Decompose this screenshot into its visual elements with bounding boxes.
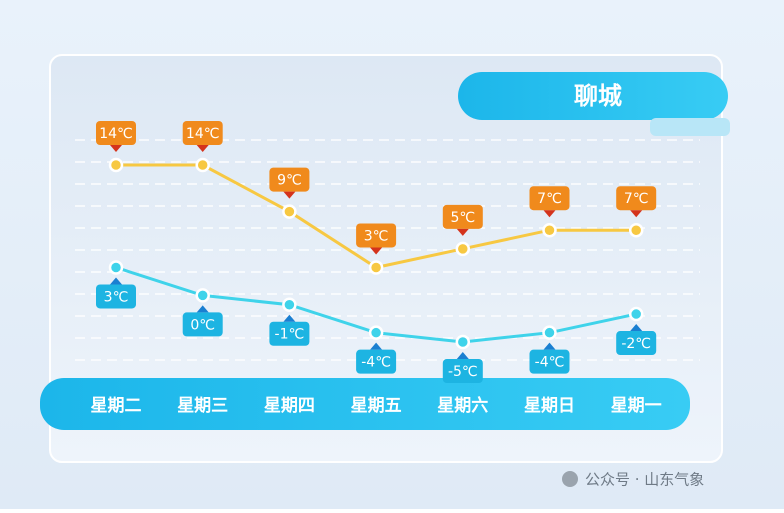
- value-label: -1℃: [275, 327, 305, 343]
- value-label: 0℃: [190, 317, 215, 333]
- x-tick-label: 星期四: [264, 396, 315, 416]
- point: [455, 241, 471, 257]
- value-label: -4℃: [535, 355, 565, 371]
- point: [108, 157, 124, 173]
- point: [195, 157, 210, 173]
- label-pointer: [543, 210, 556, 218]
- value-label: 14℃: [99, 126, 133, 142]
- plot: 星期二 星期三 星期四 星期五 星期六 星期日 星期一 14℃ 14℃ 9℃ 3℃ 5℃ 7℃ 7℃ 3℃ 0…: [91, 121, 662, 416]
- x-tick-label: 星期五: [351, 396, 402, 416]
- x-tick-label: 星期一: [611, 396, 662, 416]
- point: [195, 288, 210, 303]
- label-box: [182, 121, 223, 145]
- day-bar: [40, 378, 690, 430]
- point: [455, 334, 471, 350]
- label-pointer: [110, 145, 122, 152]
- label-pointer: [456, 352, 469, 359]
- label-pointer: [630, 210, 643, 218]
- point: [282, 297, 297, 312]
- point: [628, 222, 644, 238]
- title-shadow: [650, 118, 730, 136]
- value-label: 7℃: [537, 191, 562, 207]
- label-box: [96, 121, 136, 145]
- value-label: 3℃: [364, 228, 389, 244]
- label-pointer: [110, 277, 122, 285]
- label-pointer: [543, 342, 556, 350]
- label-box: [442, 359, 483, 383]
- value-label: 5℃: [450, 210, 475, 226]
- point: [542, 325, 557, 340]
- watermark-icon: [562, 471, 578, 487]
- value-label: 3℃: [104, 289, 129, 305]
- label-box: [529, 186, 570, 211]
- x-tick-label: 星期三: [177, 396, 228, 416]
- point: [108, 260, 124, 275]
- value-label: 14℃: [186, 126, 220, 142]
- label-box: [356, 349, 397, 374]
- label-box: [269, 321, 310, 346]
- label-box: [442, 204, 483, 229]
- point: [628, 306, 644, 322]
- label-box: [96, 284, 136, 309]
- label-box: [269, 167, 310, 192]
- label-box: [616, 331, 657, 356]
- value-label: 7℃: [624, 191, 649, 207]
- value-label: 9℃: [277, 173, 302, 189]
- label-pointer: [196, 305, 209, 313]
- label-pointer: [456, 228, 469, 236]
- x-tick-label: 星期二: [91, 396, 142, 416]
- label-pointer: [283, 314, 296, 322]
- label-box: [356, 223, 397, 248]
- title-pill: [458, 72, 728, 120]
- label-box: [529, 349, 570, 374]
- label-box: [182, 312, 223, 337]
- watermark: 公众号 · 山东气象: [585, 471, 704, 489]
- label-pointer: [196, 145, 209, 152]
- value-label: -5℃: [448, 364, 478, 380]
- label-pointer: [370, 247, 383, 255]
- label-pointer: [283, 191, 296, 199]
- label-pointer: [370, 342, 383, 350]
- point: [282, 204, 297, 219]
- x-tick-label: 星期日: [524, 396, 575, 416]
- point: [368, 325, 384, 340]
- point: [368, 260, 384, 275]
- value-label: -2℃: [621, 336, 651, 352]
- x-tick-label: 星期六: [437, 395, 488, 416]
- point: [542, 222, 557, 238]
- chart-title: 聊城: [574, 82, 622, 110]
- value-label: -4℃: [361, 355, 391, 371]
- label-box: [616, 186, 657, 211]
- label-pointer: [630, 324, 643, 332]
